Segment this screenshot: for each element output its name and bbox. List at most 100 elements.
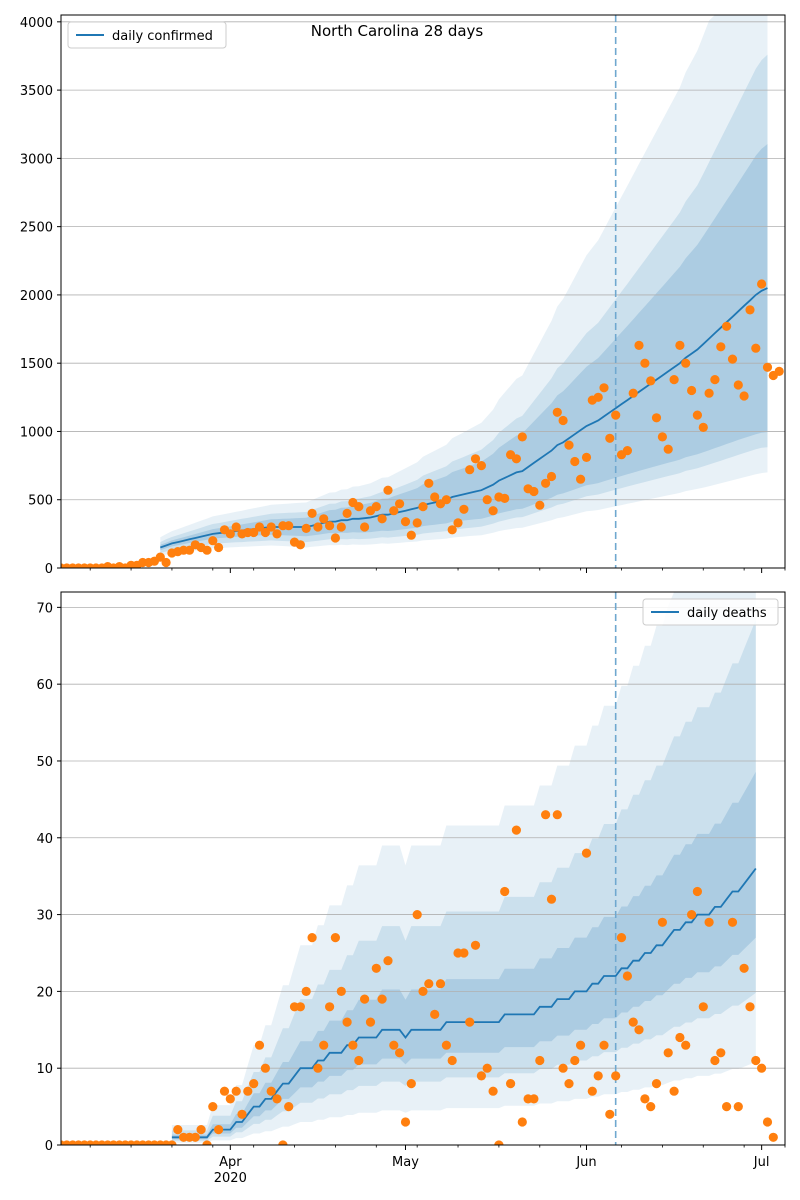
y-tick-label: 20 xyxy=(36,985,53,1000)
observed-point xyxy=(605,1109,615,1119)
observed-point xyxy=(634,340,644,350)
y-tick-label: 4000 xyxy=(20,16,53,31)
observed-point xyxy=(155,552,165,562)
uncertainty-band-outer xyxy=(160,15,768,556)
observed-point xyxy=(208,1102,218,1112)
observed-point xyxy=(260,1063,270,1073)
observed-point xyxy=(605,433,615,443)
observed-point xyxy=(722,1102,732,1112)
observed-point xyxy=(646,376,656,386)
observed-point xyxy=(225,529,235,539)
observed-point xyxy=(365,1017,376,1027)
observed-point xyxy=(482,495,492,505)
observed-point xyxy=(389,1040,399,1050)
observed-point xyxy=(254,1040,265,1050)
observed-point xyxy=(418,502,428,512)
observed-point xyxy=(371,963,381,973)
observed-point xyxy=(167,1140,177,1145)
observed-point xyxy=(500,886,510,897)
uncertainty-band-outer xyxy=(171,592,756,1143)
observed-point xyxy=(254,522,265,532)
observed-point xyxy=(733,380,743,390)
observed-point xyxy=(336,986,346,997)
observed-point xyxy=(535,1055,545,1066)
observed-point xyxy=(628,1017,638,1027)
observed-point xyxy=(465,1017,475,1027)
observed-point xyxy=(593,392,603,402)
observed-point xyxy=(301,523,311,534)
observed-point xyxy=(319,514,329,524)
observed-point xyxy=(313,522,323,532)
observed-point xyxy=(447,1055,457,1066)
observed-point xyxy=(313,1063,323,1073)
observed-point xyxy=(692,886,703,897)
observed-point xyxy=(517,432,527,442)
observed-point xyxy=(430,1009,440,1020)
observed-point xyxy=(768,1132,778,1142)
observed-point xyxy=(675,340,685,350)
observed-point xyxy=(634,1025,644,1035)
observed-point xyxy=(511,454,521,464)
observed-point xyxy=(535,500,545,510)
observed-point xyxy=(640,1094,650,1104)
observed-point xyxy=(651,1079,662,1089)
observed-point xyxy=(430,492,440,502)
observed-point xyxy=(669,1086,679,1096)
observed-point xyxy=(599,1040,609,1050)
figure-title: North Carolina 28 days xyxy=(311,22,484,40)
observed-point xyxy=(225,1094,235,1104)
observed-point xyxy=(260,527,270,538)
observed-point xyxy=(762,362,773,372)
observed-point xyxy=(395,499,405,509)
observed-point xyxy=(266,522,276,532)
observed-point xyxy=(529,486,539,497)
observed-point xyxy=(383,485,393,495)
observed-point xyxy=(657,432,668,442)
observed-point xyxy=(751,1055,761,1066)
observed-point xyxy=(184,545,195,555)
observed-point xyxy=(698,422,708,432)
observed-point xyxy=(622,971,633,981)
observed-point xyxy=(249,527,259,538)
confirmed-x-axis xyxy=(89,568,786,573)
observed-point xyxy=(231,522,241,532)
observed-point xyxy=(307,933,317,943)
observed-point xyxy=(646,1102,656,1112)
observed-point xyxy=(663,1048,673,1058)
observed-point xyxy=(447,525,457,535)
observed-point xyxy=(611,1071,621,1081)
observed-point xyxy=(616,933,627,943)
confirmed-legend-box xyxy=(67,21,227,49)
observed-point xyxy=(558,415,568,426)
observed-point xyxy=(687,910,697,920)
observed-point xyxy=(651,413,662,423)
observed-point xyxy=(214,542,224,553)
y-tick-label: 70 xyxy=(36,601,53,616)
observed-point xyxy=(727,354,738,364)
observed-point xyxy=(389,506,399,516)
observed-point xyxy=(453,518,463,528)
observed-point xyxy=(576,474,586,484)
observed-point xyxy=(243,1086,253,1096)
observed-point xyxy=(307,508,317,518)
observed-point xyxy=(459,504,469,514)
deaths-legend-box xyxy=(642,598,779,626)
deaths-observed-points xyxy=(61,810,778,1145)
observed-point xyxy=(284,521,294,531)
observed-point xyxy=(330,533,340,543)
observed-point xyxy=(488,506,498,516)
observed-point xyxy=(360,522,370,532)
deaths-legend: daily deaths xyxy=(642,598,779,626)
observed-point xyxy=(470,454,481,464)
uncertainty-band-mid xyxy=(171,619,756,1141)
observed-point xyxy=(249,1079,259,1089)
confirmed-y-axis: 0 500 1000 1500 2000 2500 3000 3500 4000 xyxy=(20,16,61,577)
observed-point xyxy=(704,388,714,398)
observed-point xyxy=(552,407,562,417)
observed-point xyxy=(319,1040,329,1050)
observed-point xyxy=(733,1102,743,1112)
observed-point xyxy=(751,343,761,353)
observed-point xyxy=(529,1094,539,1104)
